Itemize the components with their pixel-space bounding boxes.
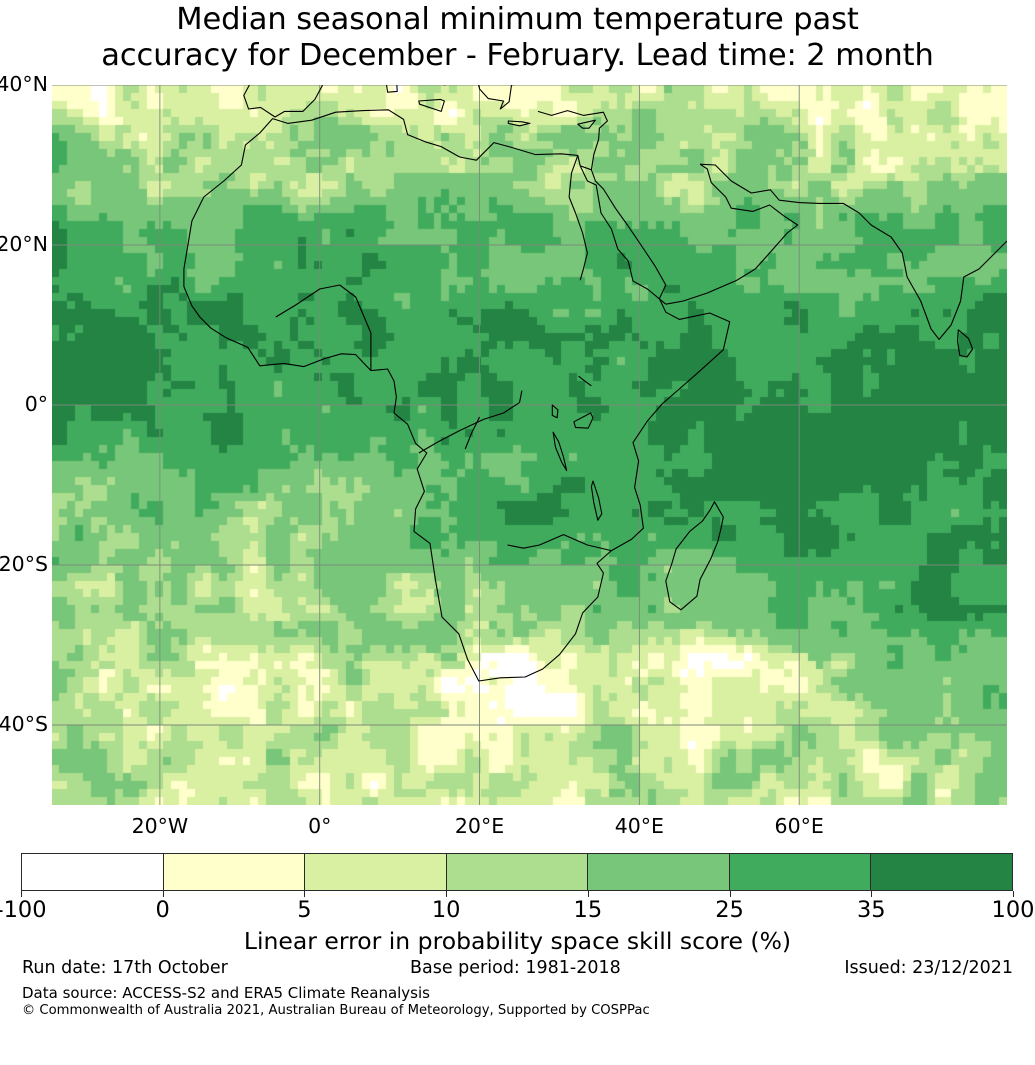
x-axis-tick-label: 60°E xyxy=(774,814,824,838)
colorbar-tick-mark xyxy=(21,891,22,897)
title-line-1: Median seasonal minimum temperature past xyxy=(176,2,859,37)
colorbar-tick-mark xyxy=(871,891,873,897)
colorbar xyxy=(21,853,1013,891)
footer-run-date: Run date: 17th October xyxy=(22,958,228,978)
colorbar-segment xyxy=(305,854,447,890)
colorbar-tick-label: 5 xyxy=(297,897,312,923)
y-axis-tick-label: 20°S xyxy=(0,552,48,576)
colorbar-tick-mark xyxy=(587,891,589,897)
colorbar-segment xyxy=(588,854,730,890)
map-figure xyxy=(52,85,1007,805)
y-axis-tick-label: 40°N xyxy=(0,72,48,96)
y-axis-tick-label: 20°N xyxy=(0,232,48,256)
x-axis-tick-label: 20°W xyxy=(131,814,189,838)
colorbar-tick-label: -100 xyxy=(0,897,47,923)
colorbar-tick-label: 15 xyxy=(573,897,603,923)
footer-block: Run date: 17th October Base period: 1981… xyxy=(0,958,1035,1058)
colorbar-segment xyxy=(446,854,589,890)
skill-score-heatmap xyxy=(52,85,1007,805)
y-axis-tick-label: 0° xyxy=(24,392,48,416)
footer-base-period: Base period: 1981-2018 xyxy=(410,958,621,978)
colorbar-tick-mark xyxy=(162,891,164,897)
colorbar-tick-label: 0 xyxy=(155,897,170,923)
colorbar-tick-mark xyxy=(729,891,731,897)
colorbar-tick-mark xyxy=(304,891,306,897)
footer-issued-date: Issued: 23/12/2021 xyxy=(844,958,1013,978)
page-title: Median seasonal minimum temperature past… xyxy=(0,0,1035,74)
colorbar-segment xyxy=(163,854,306,890)
footer-data-source: Data source: ACCESS-S2 and ERA5 Climate … xyxy=(22,984,430,1002)
footer-row-primary: Run date: 17th October Base period: 1981… xyxy=(22,958,1013,982)
x-axis-tick-label: 20°E xyxy=(454,814,505,838)
colorbar-tick-mark xyxy=(1013,891,1014,897)
x-axis-tick-label: 0° xyxy=(308,814,332,838)
footer-copyright: © Commonwealth of Australia 2021, Austra… xyxy=(22,1003,650,1018)
colorbar-tick-label: 35 xyxy=(856,897,886,923)
colorbar-axis-label: Linear error in probability space skill … xyxy=(243,927,792,955)
colorbar-tick-label: 100 xyxy=(991,897,1035,923)
colorbar-tick-mark xyxy=(446,891,448,897)
colorbar-tick-label: 10 xyxy=(431,897,461,923)
x-axis-tick-label: 40°E xyxy=(614,814,665,838)
colorbar-tick-label: 25 xyxy=(715,897,744,923)
colorbar-block: -100 0 5 10 15 25 35 100 Linear error in probab… xyxy=(0,845,1035,955)
colorbar-segment xyxy=(729,854,872,890)
colorbar-segment xyxy=(22,854,164,890)
colorbar-segment xyxy=(871,854,1013,890)
title-line-2: accuracy for December - February. Lead t… xyxy=(101,37,934,73)
y-axis-tick-label: 40°S xyxy=(0,712,48,736)
